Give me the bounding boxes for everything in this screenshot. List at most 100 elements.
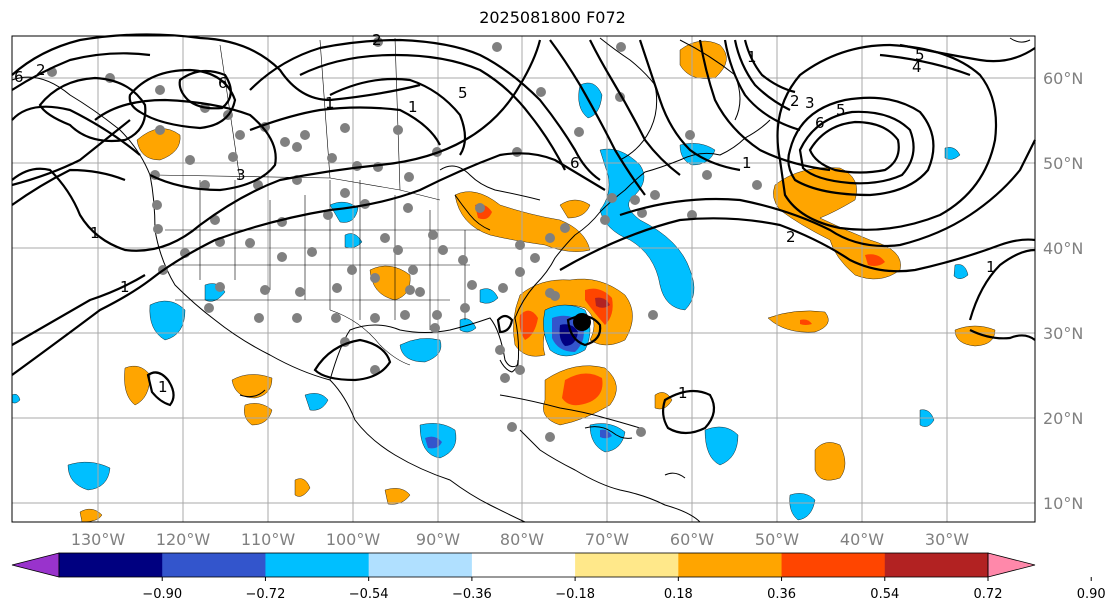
lat-label: 60°N <box>1043 69 1083 88</box>
anomaly-area <box>654 392 673 410</box>
anomaly-area <box>953 264 969 279</box>
lat-label: 50°N <box>1043 154 1083 173</box>
anomaly-area <box>773 167 901 280</box>
lon-label: 70°W <box>585 530 629 549</box>
colorbar-tick-label: −0.90 <box>142 587 182 602</box>
anomaly-area <box>244 403 273 426</box>
contour-label: 4 <box>912 58 922 76</box>
anomaly-area <box>944 147 961 160</box>
colorbar-segment <box>781 553 886 577</box>
contour-label: 1 <box>120 278 130 296</box>
colorbar-tick-labels: −0.90 −0.72 −0.54 −0.36 −0.18 0.18 0.36 0.54 0.7… <box>142 577 1105 602</box>
anomaly-area <box>294 478 311 497</box>
lon-label: 90°W <box>416 530 460 549</box>
contour-label: 3 <box>236 166 246 184</box>
anomaly-area <box>814 442 846 481</box>
anomaly-area <box>67 461 111 491</box>
storm-center-marker <box>573 313 591 331</box>
lon-label: 50°W <box>755 530 799 549</box>
colorbar-tick-label: 0.18 <box>664 587 693 602</box>
colorbar-segment <box>575 553 679 577</box>
anomaly-area <box>600 429 612 439</box>
colorbar-tick-label: 0.90 <box>1077 587 1105 602</box>
anomaly-area <box>954 325 996 347</box>
lon-label: 60°W <box>670 530 714 549</box>
colorbar-tick-label: −0.72 <box>246 587 286 602</box>
contour-label: 6 <box>14 68 24 86</box>
anomaly-area <box>704 426 739 466</box>
anomaly-area <box>384 488 411 505</box>
contour-label: 2 <box>372 31 382 49</box>
lat-label: 20°N <box>1043 409 1083 428</box>
contour-label: 6 <box>218 74 228 92</box>
anomaly-area <box>304 393 329 411</box>
contour-label: 6 <box>570 154 580 172</box>
colorbar-tick-label: 0.72 <box>974 587 1003 602</box>
anomaly-area <box>865 254 885 266</box>
anomaly-area <box>559 199 591 219</box>
contour-label: 5 <box>836 101 846 119</box>
anomaly-area <box>479 288 499 304</box>
map-title: 2025081800 F072 <box>479 8 626 27</box>
contour-label: 1 <box>747 48 757 66</box>
lat-label: 10°N <box>1043 494 1083 513</box>
colorbar-tick-label: −0.36 <box>452 587 492 602</box>
contour-label-group: 6 2 6 1 3 1 5 2 1 6 1 4 5 2 3 5 6 1 2 1 … <box>14 31 996 402</box>
contour-label: 2 <box>790 92 800 110</box>
colorbar-segment <box>368 553 473 577</box>
lon-label: 80°W <box>500 530 544 549</box>
contour-label: 2 <box>36 61 46 79</box>
lon-label: 120°W <box>156 530 211 549</box>
anomaly-area <box>399 338 442 363</box>
colorbar-segment <box>471 553 576 577</box>
lon-label: 110°W <box>241 530 296 549</box>
contour-lines <box>11 33 1036 435</box>
colorbar-tick-label: −0.54 <box>349 587 389 602</box>
anomaly-area <box>149 300 186 341</box>
lon-label: 130°W <box>71 530 126 549</box>
colorbar-segment <box>59 553 163 577</box>
contour-label: 1 <box>408 98 418 116</box>
contour-label: 1 <box>158 378 168 396</box>
colorbar-extend-low <box>11 552 60 578</box>
contour-label: 1 <box>90 224 100 242</box>
contour-label: 1 <box>325 94 335 112</box>
colorbar-segment <box>678 553 783 577</box>
anomaly-area <box>124 365 151 406</box>
contour-label: 1 <box>986 258 996 276</box>
anomaly-area <box>800 319 812 325</box>
lon-label: 30°W <box>925 530 969 549</box>
anomaly-area <box>11 393 21 404</box>
contour-label: 3 <box>805 94 815 112</box>
coastlines <box>11 37 1031 523</box>
colorbar-tick-label: 0.36 <box>767 587 796 602</box>
colorbar <box>11 552 1036 578</box>
strong-positive-anomaly-areas <box>475 204 885 406</box>
contour-label: 5 <box>915 46 925 64</box>
contour-label: 5 <box>458 84 468 102</box>
contour-label: 1 <box>742 154 752 172</box>
contour-label: 2 <box>786 228 796 246</box>
colorbar-extend-high <box>987 552 1036 578</box>
colorbar-segment <box>265 553 370 577</box>
contour-label: 1 <box>678 384 688 402</box>
anomaly-area <box>767 310 829 333</box>
colorbar-tick-label: −0.18 <box>555 587 595 602</box>
colorbar-segment <box>162 553 266 577</box>
colorbar-frame <box>58 552 989 578</box>
latitude-labels: 60°N 50°N 40°N 30°N 20°N 10°N <box>1043 69 1083 513</box>
map-panel: 6 2 6 1 3 1 5 2 1 6 1 4 5 2 3 5 6 1 2 1 … <box>11 31 1036 523</box>
colorbar-segment <box>884 553 989 577</box>
lat-label: 40°N <box>1043 239 1083 258</box>
lon-label: 40°W <box>840 530 884 549</box>
lon-label: 100°W <box>326 530 381 549</box>
anomaly-area <box>595 297 610 308</box>
longitude-labels: 130°W 120°W 110°W 100°W 90°W 80°W 70°W 6… <box>71 530 969 549</box>
colorbar-tick-label: 0.54 <box>870 587 899 602</box>
anomaly-area <box>559 324 578 346</box>
anomaly-area <box>562 373 603 406</box>
lat-label: 30°N <box>1043 324 1083 343</box>
anomaly-area <box>789 493 816 521</box>
observation-dots <box>47 37 762 442</box>
